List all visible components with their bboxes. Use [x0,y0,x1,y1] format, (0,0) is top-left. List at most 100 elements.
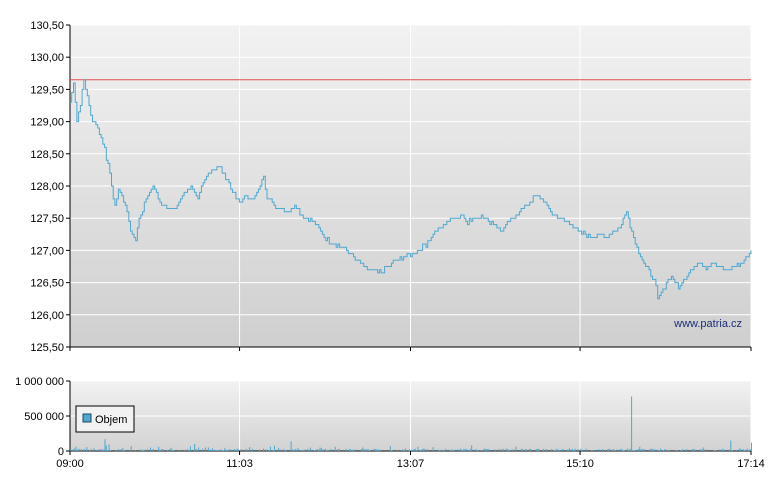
volume-bar [285,450,287,451]
volume-bar [304,449,306,451]
volume-bar [751,442,752,451]
volume-bar [643,449,645,451]
volume-bar [749,448,751,451]
volume-bar [621,449,623,451]
volume-bar [675,449,677,451]
volume-bar [450,450,452,451]
volume-bar [640,449,642,451]
volume-bar [462,449,464,451]
volume-bar [278,447,280,451]
volume-bar [617,449,619,451]
volume-bar [524,449,526,451]
volume-bar [327,449,329,451]
volume-bar [693,448,695,451]
volume-bar [731,450,733,451]
volume-bar [537,448,539,451]
volume-bar [639,446,641,451]
volume-bar [686,449,688,451]
volume-bar [330,448,332,451]
price-y-tick-label: 129,50 [30,84,64,96]
volume-bar [522,449,524,451]
volume-bar [258,449,260,451]
volume-bar [217,450,219,451]
volume-bar [238,449,240,451]
volume-bar [319,447,321,451]
volume-bar [172,449,173,451]
volume-bar [234,448,235,451]
volume-bar [654,449,656,451]
volume-bar [715,450,717,451]
volume-bar [633,450,635,451]
volume-bars [70,396,752,452]
volume-bar [451,449,453,451]
volume-bar [83,448,85,451]
time-x-axis: 09:00 11:03 13:07 15:10 17:14 [56,347,765,470]
volume-bar [158,446,160,451]
volume-bar [268,450,270,451]
volume-bar [307,448,309,451]
volume-bar [657,449,659,451]
price-y-axis: 125,50 126,00 126,50 127,00 127,50 128,00 128,… [30,20,751,354]
watermark: www.patria.cz [673,318,742,330]
volume-bar [484,448,486,451]
volume-bar [389,446,391,451]
volume-bar [705,449,707,451]
volume-bar [249,447,251,451]
volume-bar [722,448,724,451]
volume-bar [195,448,197,451]
volume-bar [122,448,124,451]
volume-bar [378,449,380,451]
volume-bar [580,448,582,451]
volume-bar [585,448,587,451]
volume-bar [509,449,511,451]
volume-bar [719,449,721,451]
volume-bar [349,448,351,451]
volume-bar [403,449,405,451]
volume-bar [121,449,122,451]
volume-bar [81,449,82,451]
volume-bar [411,449,413,451]
price-panel: 125,50 126,00 126,50 127,00 127,50 128,00 128,… [30,20,752,354]
volume-bar [194,444,196,451]
price-y-tick-label: 126,50 [30,278,64,290]
volume-bar [144,449,146,451]
volume-bar [235,450,237,451]
volume-bar [664,449,666,451]
volume-bar [629,448,631,451]
volume-bar [414,448,416,451]
volume-bar [141,450,143,451]
volume-bar [529,448,531,451]
volume-bar [166,450,168,451]
volume-bar [169,449,171,451]
price-y-tick-label: 130,50 [30,20,64,32]
volume-bar [402,449,404,451]
volume-bar [574,448,576,451]
volume-bar [72,449,74,451]
volume-bar [86,447,88,451]
x-tick-label: 13:07 [397,458,425,470]
volume-bar [369,450,371,451]
volume-bar [416,450,417,451]
volume-bar [107,450,109,451]
volume-bar [581,449,583,451]
volume-bar [420,450,422,451]
volume-bar [649,449,650,451]
volume-bar [480,450,482,451]
volume-bar [432,447,434,451]
volume-y-tick-label: 0 [58,446,64,458]
volume-bar [566,449,568,451]
volume-bar [622,450,624,451]
volume-bar [635,450,637,451]
volume-bar [352,450,354,451]
volume-bar [396,450,398,451]
volume-bar [723,449,725,451]
volume-bar [159,450,161,451]
volume-bar [553,450,555,451]
volume-bar [650,448,652,451]
volume-bar [108,444,110,451]
volume-bar [660,448,661,451]
volume-bar [502,449,504,451]
volume-bar [100,449,102,451]
volume-bar [571,448,573,451]
volume-bar [468,450,470,451]
